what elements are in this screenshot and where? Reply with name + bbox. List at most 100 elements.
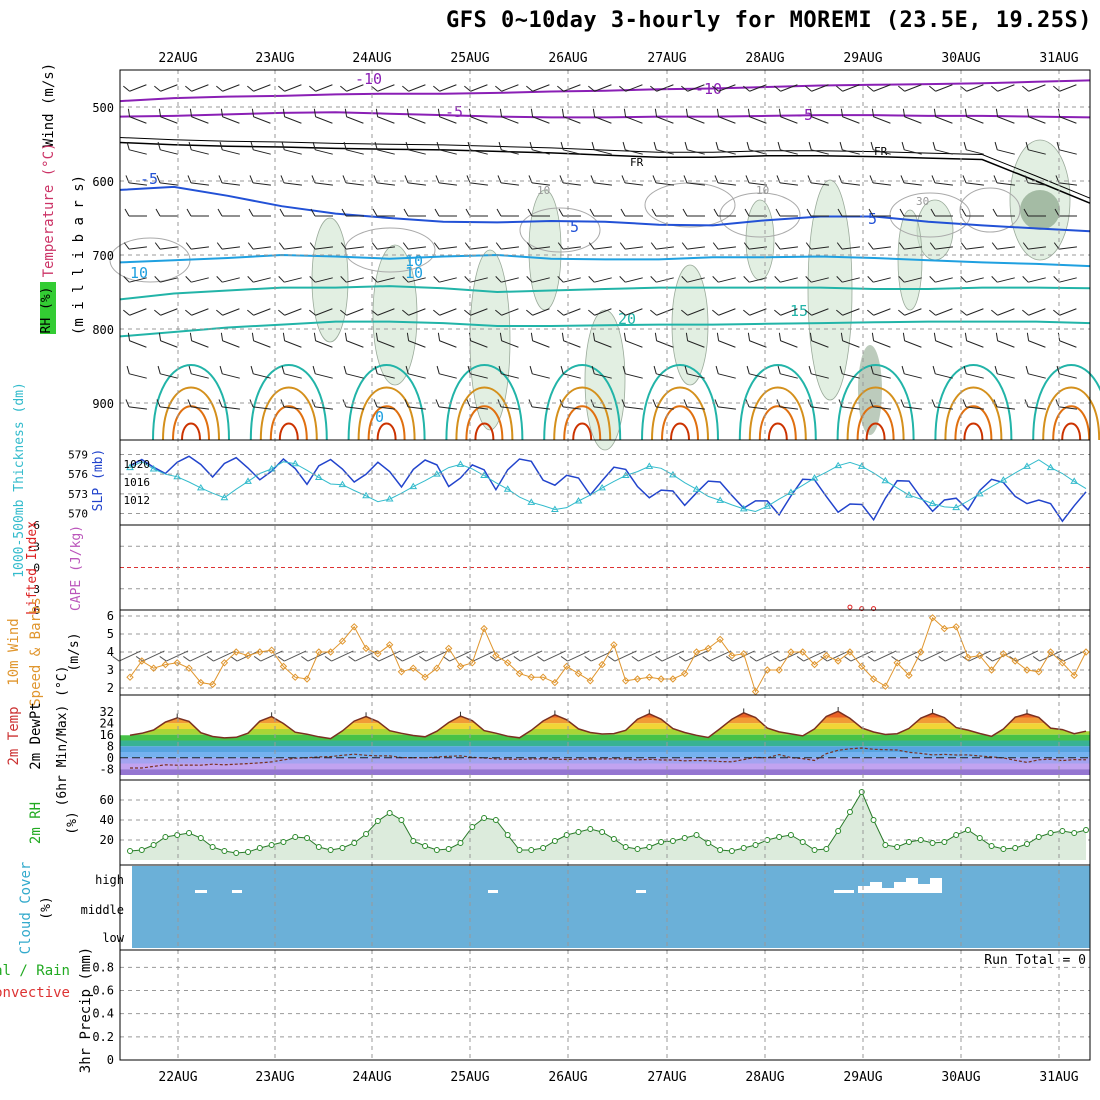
wind-barb-upper — [743, 84, 767, 92]
rh-point — [551, 838, 558, 844]
upper-ytick-1: 600 — [92, 175, 114, 189]
wind-speed-marker — [1058, 659, 1067, 667]
thickness-marker — [692, 485, 701, 492]
wind-barb-flag — [777, 141, 781, 150]
wind10m-barb-flag — [230, 656, 238, 662]
temp-band-4 — [120, 734, 1090, 741]
rh-point — [197, 835, 204, 841]
wind10m-barb — [867, 650, 897, 662]
wind-barb-flag — [498, 141, 502, 150]
wind-barb-shaft — [904, 308, 922, 316]
contour-label-3: -5 — [795, 106, 813, 124]
wind-barb-shaft — [532, 308, 550, 316]
wind-barb-upper — [464, 242, 488, 250]
wind-barb-upper — [216, 84, 240, 92]
wind-barb-upper — [840, 332, 860, 348]
surface-bump-5-2 — [661, 405, 699, 441]
wind-barb-flag — [650, 85, 657, 92]
wind-barb-flag — [836, 309, 843, 316]
wind-barb-upper — [433, 276, 457, 283]
wind-barb-flag — [963, 365, 967, 374]
wind10m-barb-flag — [395, 656, 403, 662]
thickness-marker — [362, 491, 370, 499]
wind-barb-flag — [653, 365, 657, 374]
wind-barb-upper — [433, 308, 457, 316]
wind-barb-flag — [157, 365, 161, 374]
cloud-bg — [132, 866, 1090, 948]
rh-point — [1023, 841, 1030, 847]
contour-label-0: -10 — [355, 70, 382, 88]
isotherm-freezing-2 — [119, 137, 1091, 199]
wind-barb-upper — [964, 332, 984, 348]
wind-barb-shaft — [563, 340, 581, 348]
wind-barb-upper — [340, 242, 364, 250]
wind-barb-upper — [154, 242, 178, 250]
wind-barb-flag — [774, 242, 781, 250]
wind-barb-shaft — [532, 277, 550, 283]
wind-barb-shaft — [532, 84, 550, 92]
rh-ytick-0: 20 — [100, 833, 114, 847]
rh-point — [646, 844, 653, 850]
wind10m-barb-shaft — [449, 650, 472, 662]
wind-barb-upper — [467, 141, 488, 155]
thickness-ytick-1: 576 — [68, 468, 88, 481]
wind-barb-shaft — [811, 373, 829, 379]
precip-ylabel-top: Total / Rain — [0, 963, 70, 979]
wind-barb-shaft — [222, 308, 240, 316]
wind-barb-flag — [403, 208, 409, 217]
wind-barb-upper — [964, 108, 984, 124]
wind-barb-shaft — [780, 308, 798, 316]
rh-point — [764, 837, 771, 843]
wind-barb-flag — [685, 108, 689, 117]
thickness-marker — [220, 493, 229, 501]
wind-barb-upper — [309, 276, 333, 283]
wind-barb-upper — [650, 84, 674, 92]
wind-barb-upper — [309, 242, 333, 250]
wind-barb-shaft — [1059, 406, 1077, 410]
wind-barb-flag — [1026, 108, 1030, 117]
wind-barb-shaft — [935, 277, 953, 283]
wind-barb-upper — [530, 332, 550, 348]
wind-barb-upper — [684, 141, 705, 155]
wind-barb-flag — [588, 242, 595, 250]
wind-barb-flag — [340, 242, 347, 250]
wind10m-barb — [725, 650, 755, 662]
wind-barb-upper — [343, 141, 364, 155]
wind-barb-flag — [995, 332, 999, 341]
wind-barb-flag — [404, 175, 409, 184]
wind-barb-shaft — [408, 277, 426, 283]
rh-point — [492, 817, 499, 823]
wind-barb-shaft — [253, 182, 271, 186]
wind-barb-flag — [1054, 208, 1060, 217]
wind-barb-upper — [715, 365, 736, 379]
wind-barb-shaft — [191, 373, 209, 379]
wind10m-barb-shaft — [284, 650, 307, 662]
rh-point — [776, 834, 783, 840]
wind-barb-flag — [868, 208, 874, 217]
wind10m-barb-shaft — [520, 650, 543, 662]
thickness-marker — [928, 499, 937, 507]
wind-barb-flag — [127, 108, 131, 117]
wind-barb-upper — [1055, 175, 1077, 186]
wind10m-barb-shaft — [378, 650, 401, 662]
wind-barb-upper — [1056, 141, 1077, 155]
wind-barb-flag — [278, 85, 285, 92]
cloud-cell-1 — [232, 890, 242, 893]
cloud-cell-3 — [636, 890, 646, 893]
wind-barb-shaft — [904, 84, 922, 92]
date-label-top-3: 25AUG — [450, 51, 489, 66]
wind-barb-upper — [746, 365, 767, 379]
wind-barb-upper — [805, 84, 829, 92]
wind-barb-flag — [464, 309, 471, 316]
wind10m-barb — [183, 650, 212, 662]
wind10m-barb-shaft — [260, 650, 283, 662]
wind-barb-flag — [743, 276, 750, 283]
wind-barb-shaft — [501, 308, 519, 316]
wind-barb-shaft — [966, 149, 984, 155]
wind-speed-marker — [728, 651, 736, 660]
thickness-marker — [716, 496, 725, 503]
wind10m-barb-flag — [702, 656, 710, 662]
date-label-bottom-8: 30AUG — [941, 1070, 980, 1085]
wind-barb-shaft — [501, 406, 519, 410]
wind-barb-shaft — [625, 340, 643, 348]
